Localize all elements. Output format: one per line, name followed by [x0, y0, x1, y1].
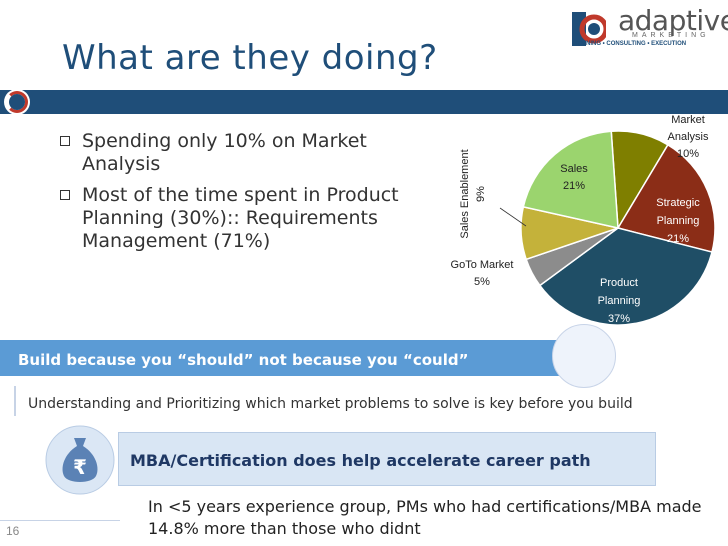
bullet-item: Spending only 10% on Market Analysis: [58, 130, 418, 176]
page-title: What are they doing?: [62, 38, 438, 78]
bullet-square-icon: [60, 136, 70, 146]
label-sales-1: Sales: [560, 163, 588, 175]
bullet-square-icon: [60, 190, 70, 200]
logo-word: adaptive: [618, 4, 728, 37]
rupee-symbol: ₹: [73, 455, 87, 479]
career-banner: [118, 432, 656, 486]
band-logo-icon: [4, 89, 30, 115]
label-product-planning-value: 37%: [608, 313, 630, 325]
pie-slice-strategic-planning: [616, 143, 716, 253]
pie-slice-product-planning: [538, 227, 713, 326]
pie-slice-sales: [522, 130, 619, 229]
label-market-analysis-2: Analysis: [668, 131, 709, 143]
company-logo: adaptive MARKETING TRAINING • CONSULTING…: [572, 4, 728, 50]
pie-chart: Market Analysis 10% Strategic Planning 2…: [451, 114, 716, 326]
bullet-list: Spending only 10% on Market Analysis Mos…: [58, 130, 418, 261]
label-goto-market-1: GoTo Market: [451, 259, 514, 271]
insight-text: Understanding and Prioritizing which mar…: [28, 396, 633, 412]
pie-slices: [520, 130, 716, 326]
label-market-analysis-value: 10%: [677, 148, 699, 160]
bullet-item: Most of the time spent in Product Planni…: [58, 184, 418, 253]
money-bag-icon: ₹: [45, 425, 115, 495]
label-strategic-planning-1: Strategic: [656, 197, 700, 209]
decorative-circle: [552, 324, 616, 388]
logo-sub: MARKETING: [632, 32, 710, 39]
title-band: [0, 90, 728, 114]
key-message-text: Build because you “should” not because y…: [18, 351, 469, 369]
label-sales-value: 21%: [563, 180, 585, 192]
connector-line: [14, 386, 16, 416]
logo-mark-icon: [572, 12, 606, 46]
label-goto-market-value: 5%: [474, 276, 490, 288]
label-strategic-planning-value: 21%: [667, 233, 689, 245]
sales-enablement-leader-line: [499, 207, 527, 227]
key-message-banner: [0, 340, 598, 376]
footer-line: [0, 520, 120, 521]
label-strategic-planning-2: Planning: [657, 215, 700, 227]
logo-tagline: TRAINING • CONSULTING • EXECUTION: [572, 41, 687, 47]
bullet-text: Spending only 10% on Market Analysis: [82, 130, 367, 175]
bullet-text: Most of the time spent in Product Planni…: [82, 184, 399, 252]
statistic-text: In <5 years experience group, PMs who ha…: [148, 497, 702, 538]
label-market-analysis-1: Market: [671, 114, 705, 126]
career-banner-text: MBA/Certification does help accelerate c…: [130, 451, 591, 470]
label-sales-enablement-value: 9%: [475, 186, 487, 202]
label-product-planning-1: Product: [600, 277, 638, 289]
label-sales-enablement-1: Sales Enablement: [459, 149, 471, 238]
page-number: 16: [6, 524, 20, 538]
label-product-planning-2: Planning: [598, 295, 641, 307]
